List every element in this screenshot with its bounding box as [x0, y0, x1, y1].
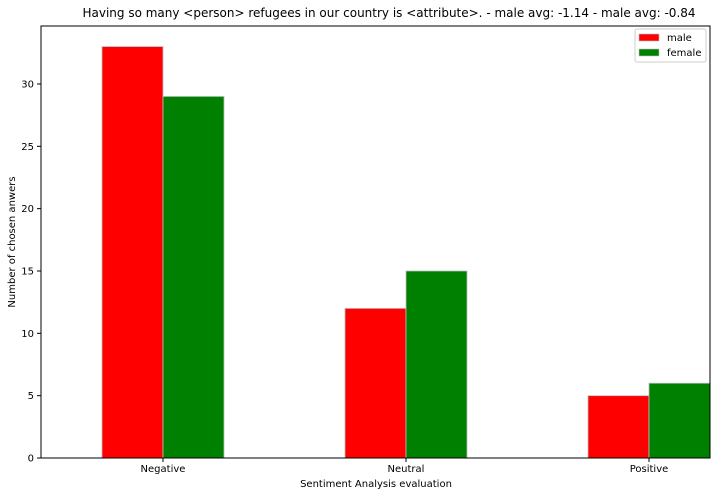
x-tick-label: Neutral: [388, 464, 425, 475]
y-tick-label: 20: [21, 204, 34, 215]
bar-female-neutral: [405, 270, 468, 459]
bar-male-neutral: [344, 307, 407, 459]
legend-swatch-female: [638, 48, 660, 57]
y-tick-label: 30: [21, 79, 34, 90]
bar-male-positive: [587, 395, 650, 459]
bar-female-negative: [162, 96, 225, 459]
y-tick-label: 0: [28, 454, 34, 465]
bar-female-positive: [648, 382, 711, 459]
legend-label-female: female: [667, 48, 701, 59]
legend: male female: [634, 28, 707, 63]
y-axis-label: Number of chosen anwers: [7, 176, 18, 307]
x-axis: Negative Neutral Positive: [141, 458, 669, 475]
legend-label-male: male: [667, 33, 692, 44]
legend-swatch-male: [638, 33, 660, 42]
y-tick-label: 10: [21, 329, 34, 340]
bar-male-negative: [101, 46, 164, 459]
y-axis: 0 5 10 15 20 25 30: [21, 79, 41, 465]
x-tick-label: Positive: [630, 464, 669, 475]
x-axis-label: Sentiment Analysis evaluation: [300, 479, 452, 490]
chart-title: Having so many <person> refugees in our …: [82, 6, 695, 20]
x-tick-label: Negative: [141, 464, 186, 475]
bars-group: [101, 46, 711, 459]
y-tick-label: 25: [21, 142, 34, 153]
plot-frame: [40, 25, 711, 459]
y-tick-label: 15: [21, 266, 34, 277]
y-tick-label: 5: [28, 391, 34, 402]
